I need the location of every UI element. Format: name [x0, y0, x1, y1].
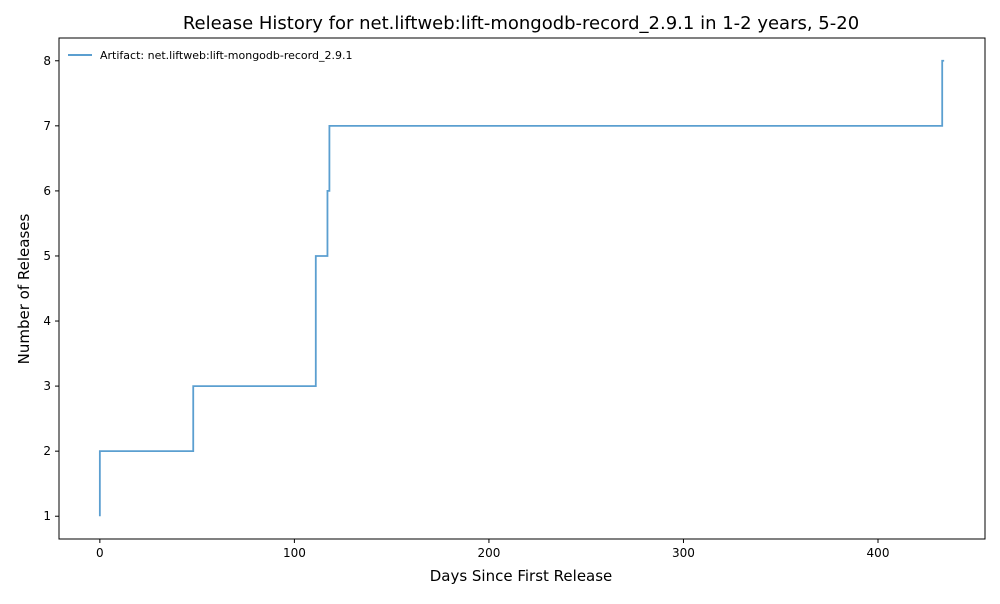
y-tick-label: 5	[43, 249, 51, 263]
axes: 0 100 200 300 400 1 2 3 4 5 6 7 8	[43, 37, 986, 560]
x-tick-label: 100	[283, 546, 306, 560]
x-tick-label: 0	[96, 546, 104, 560]
chart-title: Release History for net.liftweb:lift-mon…	[183, 13, 859, 34]
series-line-0	[98, 59, 945, 517]
x-tick-label: 300	[672, 546, 695, 560]
y-tick-label: 2	[43, 444, 51, 458]
y-tick-label: 1	[43, 509, 51, 523]
legend: Artifact: net.liftweb:lift-mongodb-recor…	[68, 49, 352, 62]
x-axis-label: Days Since First Release	[430, 567, 613, 585]
plot-area	[98, 59, 945, 517]
y-tick-label: 4	[43, 314, 51, 328]
y-tick-label: 6	[43, 184, 51, 198]
legend-entry: Artifact: net.liftweb:lift-mongodb-recor…	[100, 49, 352, 62]
x-tick-label: 200	[477, 546, 500, 560]
y-axis-label: Number of Releases	[15, 213, 33, 364]
y-tick-label: 8	[43, 54, 51, 68]
plot-frame	[58, 37, 986, 540]
y-tick-label: 3	[43, 379, 51, 393]
x-tick-label: 400	[867, 546, 890, 560]
y-tick-label: 7	[43, 119, 51, 133]
